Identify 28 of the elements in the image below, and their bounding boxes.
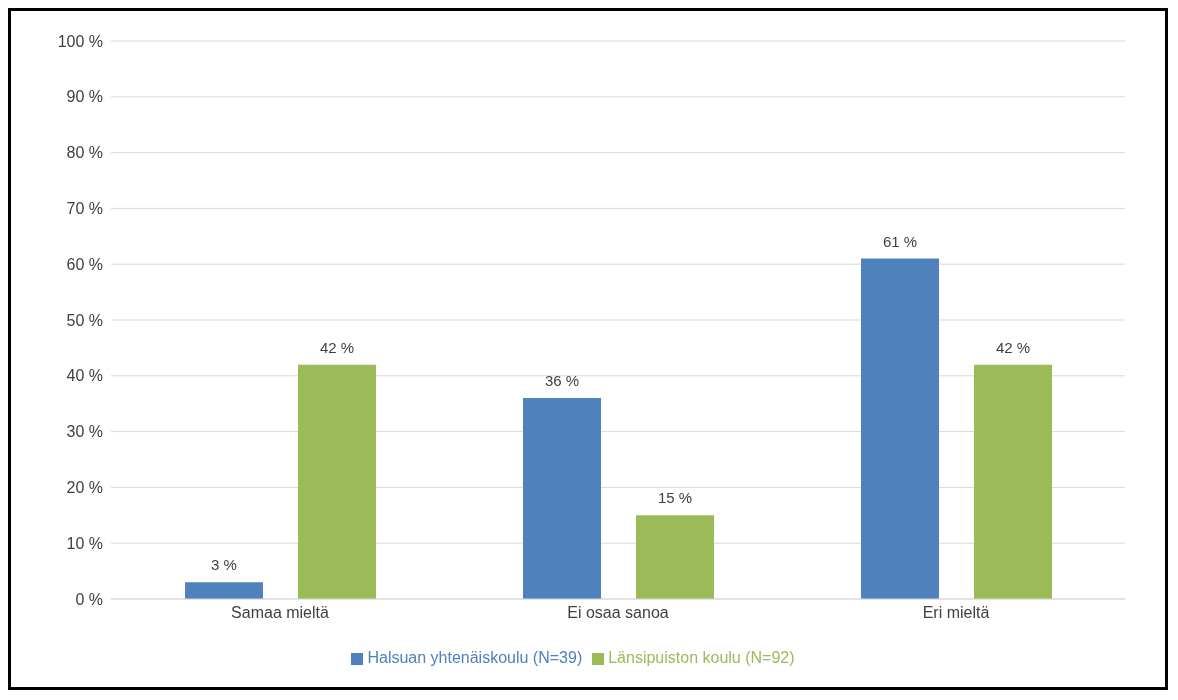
bar <box>974 364 1052 599</box>
y-tick-label: 80 % <box>66 144 103 162</box>
bar <box>636 515 714 599</box>
y-tick-label: 40 % <box>66 367 103 385</box>
bar <box>523 398 601 599</box>
legend-label: Länsipuiston koulu (N=92) <box>608 649 795 666</box>
y-tick-label: 20 % <box>66 479 103 497</box>
y-tick-label: 50 % <box>66 311 103 329</box>
data-label: 42 % <box>319 338 355 356</box>
data-label: 3 % <box>211 556 237 574</box>
x-tick-label: Ei osaa sanoa <box>567 604 669 622</box>
y-tick-label: 90 % <box>66 88 103 106</box>
x-tick-label: Samaa mieltä <box>231 604 330 622</box>
legend-label: Halsuan yhtenäiskoulu (N=39) <box>367 649 583 666</box>
bar <box>861 258 939 599</box>
data-label: 61 % <box>882 232 918 250</box>
data-label: 15 % <box>657 489 693 507</box>
y-tick-label: 30 % <box>66 423 103 441</box>
y-tick-label: 0 % <box>75 590 103 608</box>
y-tick-label: 70 % <box>66 200 103 218</box>
bar <box>185 582 263 599</box>
x-tick-label: Eri mieltä <box>922 604 990 622</box>
y-tick-label: 100 % <box>57 32 103 50</box>
bar <box>298 364 376 599</box>
data-label: 36 % <box>544 372 580 390</box>
data-label: 42 % <box>995 338 1031 356</box>
y-tick-label: 60 % <box>66 255 103 273</box>
y-tick-label: 10 % <box>66 534 103 552</box>
